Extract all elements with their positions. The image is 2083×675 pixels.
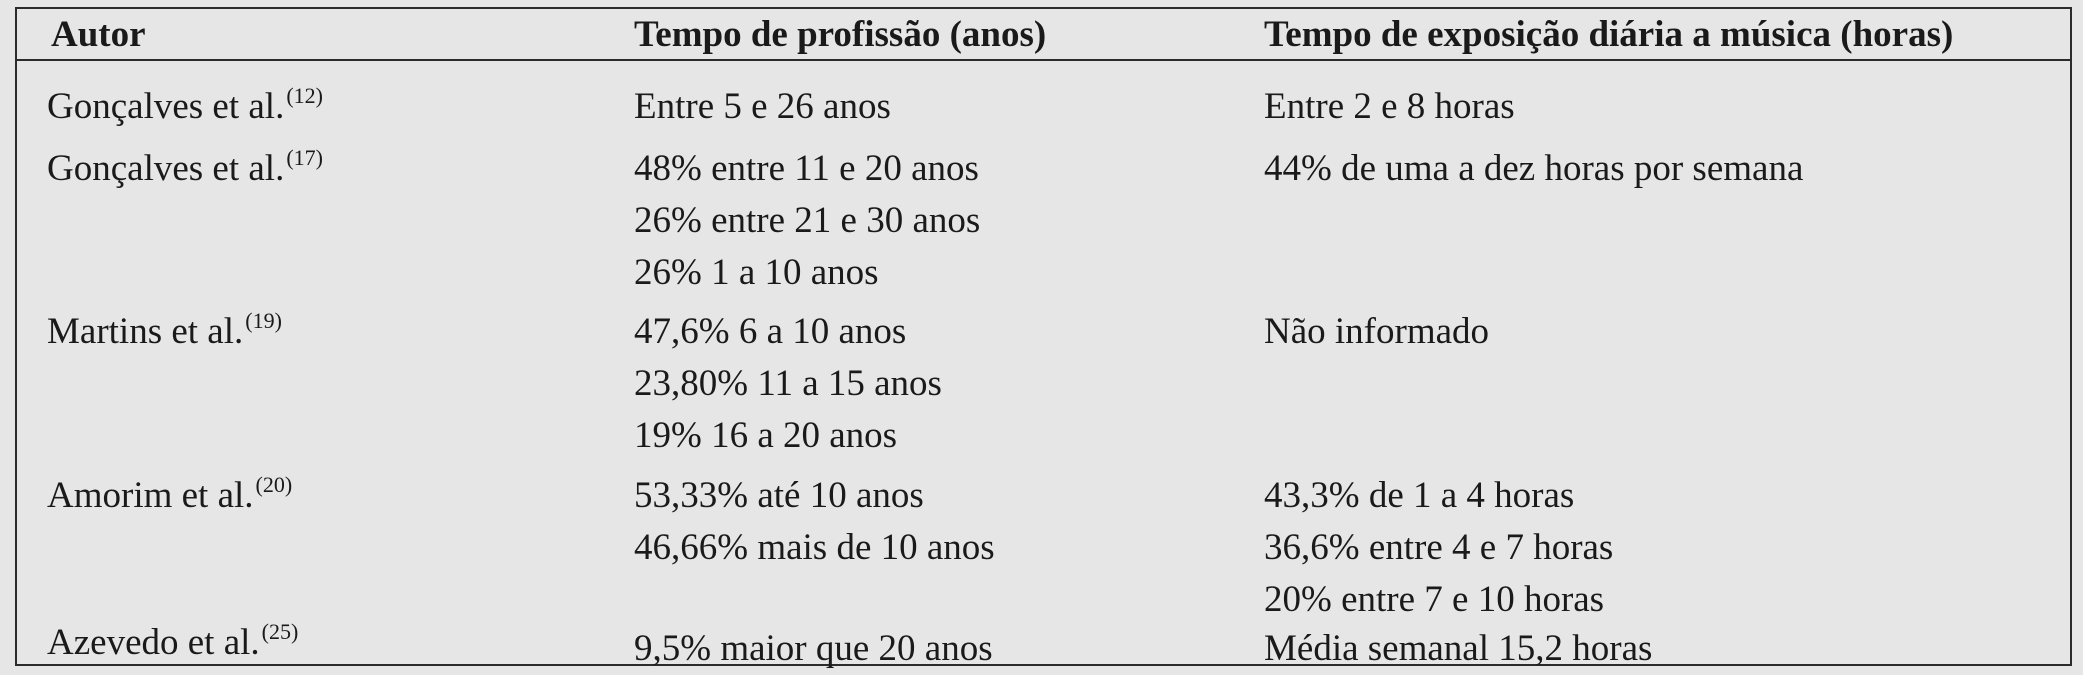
header-author: Autor <box>51 14 146 55</box>
profession-cell: 53,33% até 10 anos 46,66% mais de 10 ano… <box>634 475 995 568</box>
exposure-cell: Entre 2 e 8 horas <box>1264 86 1515 127</box>
author-cell: Gonçalves et al.(17) <box>47 145 323 190</box>
reference-number: (12) <box>286 83 323 108</box>
profession-cell: 48% entre 11 e 20 anos 26% entre 21 e 30… <box>634 148 981 293</box>
exposure-cell: 44% de uma a dez horas por semana <box>1264 148 1804 189</box>
reference-number: (25) <box>261 619 299 644</box>
profession-cell: 9,5% maior que 20 anos <box>634 628 993 669</box>
header-profession-time: Tempo de profissão (anos) <box>634 14 1047 55</box>
author-cell: Gonçalves et al.(12) <box>47 83 323 128</box>
table-header-row: Autor Tempo de profissão (anos) Tempo de… <box>17 9 2070 61</box>
author-cell: Amorim et al.(20) <box>47 472 293 517</box>
data-table: Autor Tempo de profissão (anos) Tempo de… <box>15 7 2072 669</box>
reference-number: (19) <box>245 308 282 333</box>
reference-number: (17) <box>286 145 323 170</box>
author-cell: Azevedo et al.(25) <box>47 619 299 664</box>
profession-cell: Entre 5 e 26 anos <box>634 86 891 127</box>
exposure-cell: Não informado <box>1264 311 1490 352</box>
header-exposure-time: Tempo de exposição diária a música (hora… <box>1264 14 1954 55</box>
reference-number: (20) <box>255 472 293 497</box>
exposure-cell: 43,3% de 1 a 4 horas 36,6% entre 4 e 7 h… <box>1264 475 1614 620</box>
profession-cell: 47,6% 6 a 10 anos 23,80% 11 a 15 anos 19… <box>634 311 942 456</box>
exposure-cell: Média semanal 15,2 horas <box>1264 628 1653 669</box>
author-cell: Martins et al.(19) <box>47 308 282 353</box>
